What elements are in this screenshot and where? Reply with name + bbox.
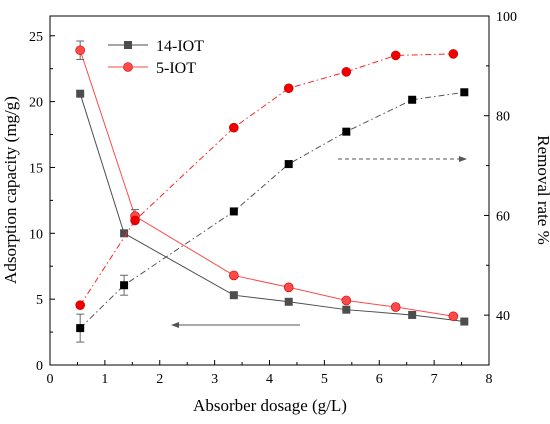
data-point — [283, 282, 294, 293]
data-point — [390, 50, 401, 61]
x-tick-label: 3 — [211, 372, 218, 387]
legend: 14-IOT 5-IOT — [108, 38, 204, 77]
y-left-tick-label: 25 — [29, 30, 43, 45]
y-left-tick-label: 20 — [29, 96, 43, 111]
plot-frame — [49, 15, 490, 366]
data-point — [229, 207, 238, 216]
data-point — [75, 300, 85, 310]
data-point — [229, 122, 239, 133]
data-point — [341, 67, 352, 77]
series-3 — [75, 49, 459, 310]
series-line — [79, 50, 454, 317]
x-tick-label: 8 — [486, 372, 493, 387]
data-point — [460, 88, 469, 97]
data-point — [283, 83, 294, 94]
data-point — [76, 89, 85, 98]
data-point — [460, 317, 469, 326]
x-tick-label: 0 — [47, 372, 54, 387]
data-point — [448, 311, 459, 322]
legend-marker — [123, 62, 133, 72]
legend-item: 5-IOT — [108, 60, 196, 77]
data-point — [390, 302, 401, 312]
series-2 — [76, 88, 469, 343]
series-line — [79, 53, 454, 306]
y-axis-left-title: Adsorption capacity (mg/g) — [1, 96, 20, 284]
y-left-tick-label: 5 — [36, 293, 43, 308]
data-point — [75, 45, 85, 56]
x-tick-label: 1 — [101, 372, 108, 387]
series-0 — [76, 89, 469, 326]
data-point — [448, 49, 459, 59]
y-right-tick-label: 60 — [496, 209, 510, 224]
x-tick-label: 4 — [266, 372, 273, 387]
legend-item: 14-IOT — [108, 38, 204, 55]
data-point — [229, 270, 239, 281]
y-right-tick-label: 100 — [496, 10, 517, 25]
legend-label: 5-IOT — [156, 60, 196, 77]
data-point — [130, 215, 140, 226]
y-axis-right-title: Removal rate % — [534, 135, 550, 245]
series-line — [79, 91, 465, 329]
y-right-tick-label: 80 — [496, 110, 510, 125]
y-right-tick-label: 40 — [496, 309, 510, 324]
x-tick-label: 6 — [376, 372, 383, 387]
data-point — [284, 160, 293, 169]
data-point — [120, 229, 129, 238]
axis-arrows — [171, 156, 467, 328]
series-line — [79, 93, 465, 323]
x-axis-title: Absorber dosage (g/L) — [193, 396, 347, 415]
data-point — [408, 95, 417, 104]
data-point — [120, 281, 129, 290]
data-point — [76, 324, 85, 333]
data-point — [342, 305, 351, 314]
x-tick-label: 7 — [431, 372, 438, 387]
x-tick-label: 2 — [156, 372, 163, 387]
data-point — [229, 291, 238, 300]
x-tick-label: 5 — [321, 372, 328, 387]
data-point — [341, 295, 352, 306]
data-point — [342, 127, 351, 136]
data-point — [284, 297, 293, 306]
series-layer — [75, 40, 469, 343]
legend-label: 14-IOT — [156, 38, 204, 55]
y-left-tick-label: 0 — [36, 359, 43, 374]
legend-marker — [124, 41, 132, 49]
data-point — [408, 310, 417, 319]
y-left-tick-label: 15 — [29, 161, 43, 176]
y-left-tick-label: 10 — [29, 227, 43, 242]
